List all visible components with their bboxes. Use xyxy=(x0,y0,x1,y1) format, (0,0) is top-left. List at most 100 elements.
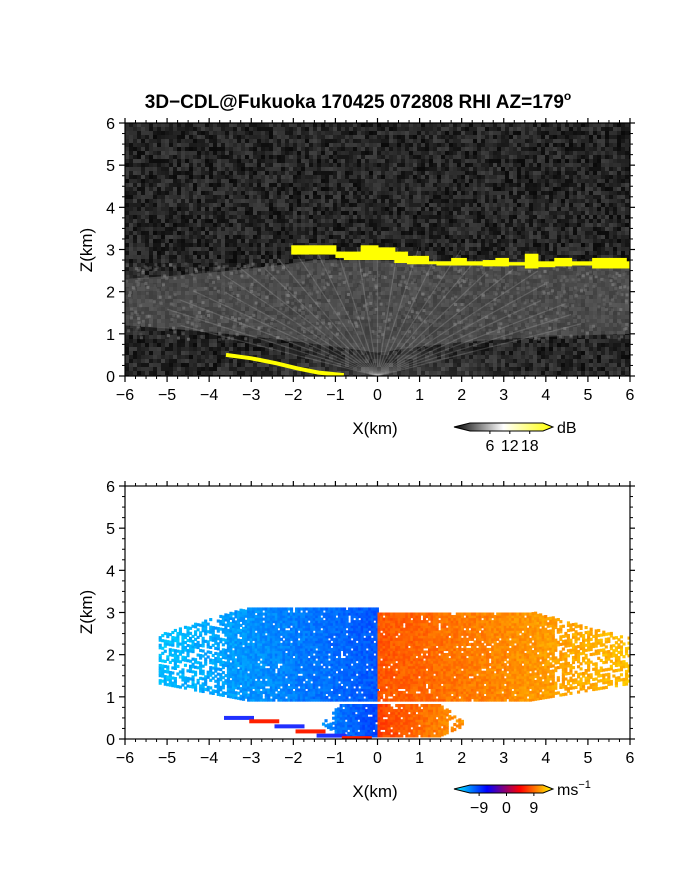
noise-pixel xyxy=(173,203,177,207)
noise-pixel xyxy=(381,135,385,139)
noise-pixel xyxy=(309,163,313,167)
noise-pixel xyxy=(245,191,249,195)
noise-pixel xyxy=(253,207,257,211)
noise-pixel xyxy=(473,219,477,223)
noise-pixel xyxy=(133,263,137,267)
noise-pixel xyxy=(349,187,353,191)
noise-pixel xyxy=(469,167,473,171)
noise-pixel xyxy=(461,155,465,159)
noise-pixel xyxy=(473,211,477,215)
noise-pixel xyxy=(293,211,297,215)
noise-pixel xyxy=(529,199,533,203)
noise-pixel xyxy=(365,135,369,139)
noise-pixel xyxy=(565,139,569,143)
noise-pixel xyxy=(585,231,589,235)
noise-pixel xyxy=(541,235,545,239)
noise-pixel xyxy=(329,227,333,231)
noise-pixel xyxy=(309,207,313,211)
noise-pixel xyxy=(353,211,357,215)
noise-pixel xyxy=(241,235,245,239)
noise-pixel xyxy=(397,143,401,147)
noise-pixel xyxy=(189,207,193,211)
noise-pixel xyxy=(513,171,517,175)
noise-pixel xyxy=(449,179,453,183)
noise-pixel xyxy=(481,207,485,211)
noise-pixel xyxy=(513,187,517,191)
noise-pixel xyxy=(165,127,169,131)
noise-pixel xyxy=(461,195,465,199)
noise-pixel xyxy=(181,155,185,159)
noise-pixel xyxy=(145,131,149,135)
noise-pixel xyxy=(125,195,129,199)
noise-pixel xyxy=(213,251,217,255)
noise-pixel xyxy=(389,163,393,167)
noise-pixel xyxy=(469,179,473,183)
noise-pixel xyxy=(425,147,429,151)
noise-pixel xyxy=(533,195,537,199)
noise-pixel xyxy=(409,175,413,179)
noise-pixel xyxy=(129,147,133,151)
noise-pixel xyxy=(189,163,193,167)
noise-pixel xyxy=(469,159,473,163)
noise-pixel xyxy=(525,219,529,223)
noise-pixel xyxy=(169,227,173,231)
noise-pixel xyxy=(621,139,625,143)
noise-pixel xyxy=(457,191,461,195)
noise-pixel xyxy=(513,215,517,219)
noise-pixel xyxy=(221,143,225,147)
noise-pixel xyxy=(621,195,625,199)
noise-pixel xyxy=(569,243,573,247)
noise-pixel xyxy=(421,227,425,231)
noise-pixel xyxy=(193,227,197,231)
noise-pixel xyxy=(305,207,309,211)
noise-pixel xyxy=(393,135,397,139)
noise-pixel xyxy=(161,207,165,211)
noise-pixel xyxy=(585,207,589,211)
noise-pixel xyxy=(349,203,353,207)
noise-pixel xyxy=(205,183,209,187)
noise-pixel xyxy=(533,183,537,187)
noise-pixel xyxy=(421,187,425,191)
noise-pixel xyxy=(169,147,173,151)
noise-pixel xyxy=(477,207,481,211)
noise-pixel xyxy=(385,191,389,195)
noise-pixel xyxy=(205,139,209,143)
noise-pixel xyxy=(521,207,525,211)
noise-pixel xyxy=(429,191,433,195)
noise-pixel xyxy=(233,187,237,191)
noise-pixel xyxy=(153,155,157,159)
noise-pixel xyxy=(405,159,409,163)
noise-pixel xyxy=(485,151,489,155)
noise-pixel xyxy=(333,187,337,191)
noise-pixel xyxy=(517,131,521,135)
noise-pixel xyxy=(509,139,513,143)
noise-pixel xyxy=(161,219,165,223)
noise-pixel xyxy=(221,187,225,191)
noise-pixel xyxy=(609,211,613,215)
noise-pixel xyxy=(433,135,437,139)
noise-pixel xyxy=(185,191,189,195)
noise-pixel xyxy=(409,135,413,139)
noise-pixel xyxy=(601,135,605,139)
noise-pixel xyxy=(349,215,353,219)
noise-pixel xyxy=(473,135,477,139)
noise-pixel xyxy=(225,267,229,271)
noise-pixel xyxy=(265,231,269,235)
noise-pixel xyxy=(249,191,253,195)
noise-pixel xyxy=(433,143,437,147)
noise-pixel xyxy=(229,131,233,135)
noise-pixel xyxy=(305,123,309,127)
noise-pixel xyxy=(593,183,597,187)
noise-pixel xyxy=(397,199,401,203)
noise-pixel xyxy=(281,211,285,215)
noise-pixel xyxy=(365,203,369,207)
noise-pixel xyxy=(549,179,553,183)
noise-pixel xyxy=(297,139,301,143)
noise-pixel xyxy=(441,155,445,159)
noise-pixel xyxy=(581,171,585,175)
noise-pixel xyxy=(569,131,573,135)
noise-pixel xyxy=(129,235,133,239)
noise-pixel xyxy=(249,223,253,227)
noise-pixel xyxy=(269,167,273,171)
noise-pixel xyxy=(333,231,337,235)
